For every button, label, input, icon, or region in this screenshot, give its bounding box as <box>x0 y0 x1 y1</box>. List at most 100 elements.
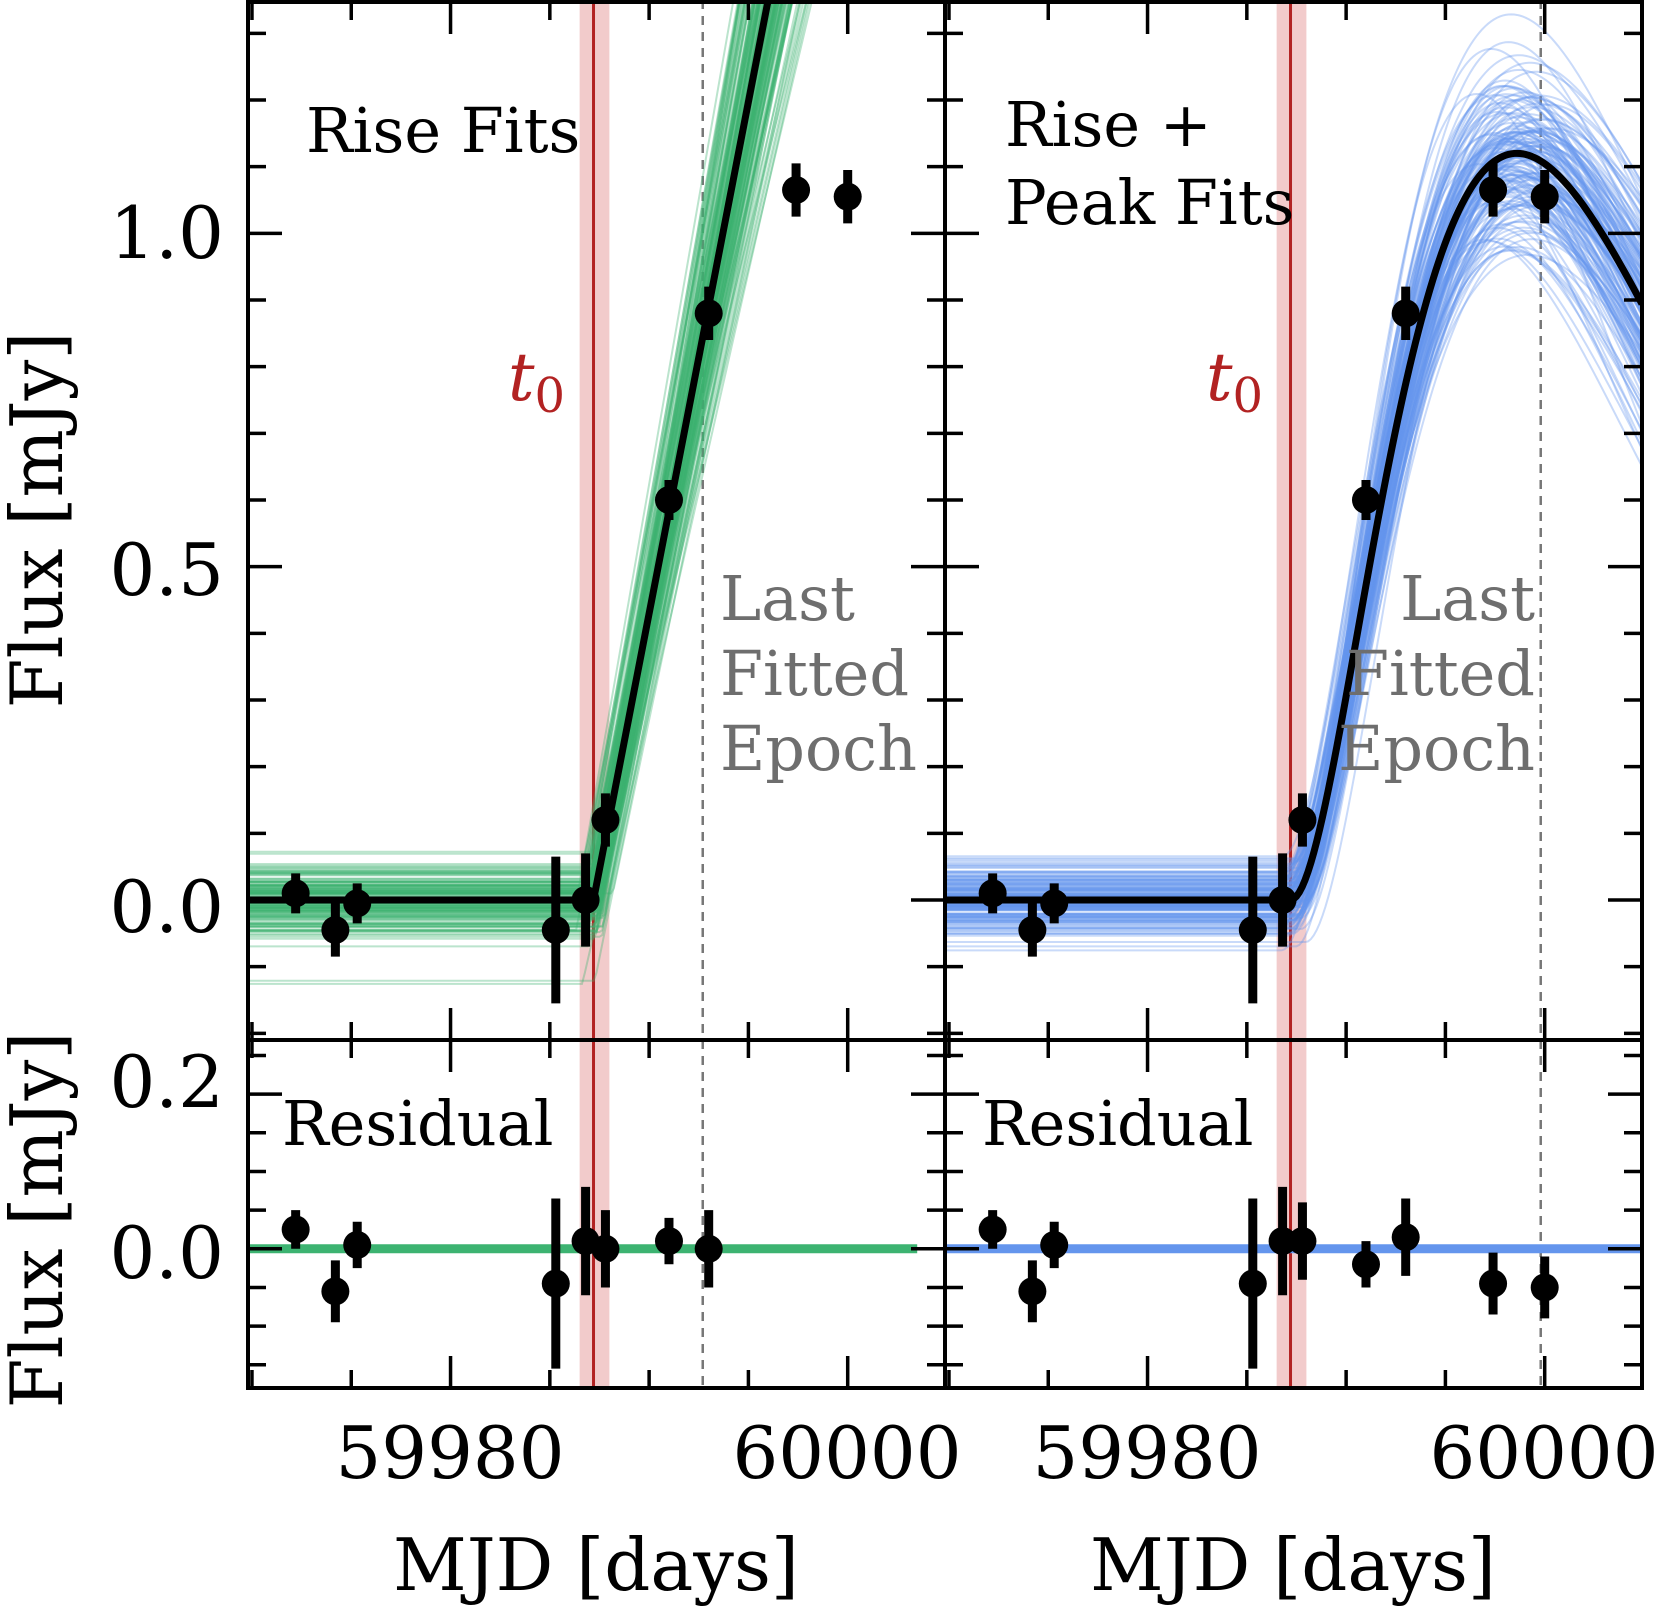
fit-sample-curve <box>248 0 749 867</box>
fit-sample-curve <box>248 0 783 890</box>
data-point <box>571 886 600 914</box>
fit-sample-curve <box>248 0 752 883</box>
data-point <box>591 806 620 834</box>
fit-sample-curve <box>945 178 1642 866</box>
left-x-tick-label-59980: 59980 <box>335 1411 564 1495</box>
fit-sample-curve <box>945 142 1642 882</box>
fit-sample-curve <box>945 111 1642 924</box>
data-point <box>1530 182 1559 211</box>
fit-sample-curve <box>945 118 1642 867</box>
data-point <box>1018 916 1047 944</box>
data-point <box>978 879 1007 908</box>
fit-sample-curve <box>945 85 1642 881</box>
fit-sample-curve <box>945 137 1642 892</box>
residual-point <box>281 1215 310 1244</box>
fit-sample-curve <box>945 131 1642 884</box>
fit-sample-curve <box>945 207 1642 933</box>
last-fitted-epoch-line1-right: Last <box>1400 562 1535 635</box>
fit-sample-curve <box>945 137 1642 880</box>
fit-sample-curve <box>945 98 1642 892</box>
fit-sample-curve <box>945 168 1642 918</box>
bottom-y-tick-label-0.0: 0.0 <box>109 1211 224 1295</box>
fit-sample-curve <box>945 200 1642 890</box>
residual-point <box>1479 1269 1508 1298</box>
fit-sample-curve <box>945 140 1642 890</box>
fit-sample-curve <box>945 220 1642 935</box>
fit-sample-curve <box>945 162 1642 874</box>
fit-sample-curve <box>945 173 1642 930</box>
fit-sample-curve <box>945 140 1642 891</box>
fit-sample-curve <box>248 0 810 985</box>
fit-sample-curve <box>945 165 1642 920</box>
fit-sample-curve <box>945 229 1642 930</box>
fit-sample-curve <box>945 79 1642 873</box>
fit-sample-curve <box>248 0 767 884</box>
residual-point <box>1040 1230 1069 1259</box>
data-point <box>1238 916 1267 944</box>
fit-sample-curve <box>945 137 1642 932</box>
bottom-panel-rise <box>248 1040 918 1388</box>
right-x-tick-label-59980: 59980 <box>1032 1411 1261 1495</box>
fit-sample-curve <box>248 0 784 926</box>
fit-sample-curve <box>248 0 752 889</box>
last-fitted-epoch-line3-left: Epoch <box>720 712 917 785</box>
residual-point <box>1238 1269 1267 1298</box>
fit-sample-curve <box>945 205 1642 918</box>
fit-sample-curve <box>248 0 740 874</box>
t0-label-left: t0 <box>508 339 565 424</box>
fit-sample-curve <box>945 127 1642 944</box>
fit-sample-curve <box>945 200 1642 929</box>
fit-sample-curve <box>945 68 1642 878</box>
fit-sample-curve <box>248 0 767 929</box>
fit-sample-curve <box>945 102 1642 874</box>
fit-sample-curve <box>945 132 1642 892</box>
fit-sample-curve <box>945 130 1642 890</box>
fit-sample-curve <box>248 0 791 938</box>
last-fitted-epoch-line3-right: Epoch <box>1338 712 1535 785</box>
fit-sample-curve <box>248 0 792 940</box>
fit-sample-curve <box>945 248 1642 937</box>
fit-sample-curve <box>248 0 774 935</box>
fit-sample-curve <box>945 196 1642 886</box>
plot-area <box>246 0 1644 1390</box>
residual-point <box>694 1234 723 1263</box>
residual-label-left: Residual <box>282 1087 553 1160</box>
fit-sample-curve <box>945 157 1642 879</box>
last-fitted-epoch-line2-right: Fitted <box>1346 637 1535 710</box>
top-y-tick-label-1.0: 1.0 <box>109 191 224 275</box>
fit-sample-curve <box>945 203 1642 921</box>
fit-sample-curve <box>945 140 1642 865</box>
residual-point <box>978 1215 1007 1244</box>
fit-sample-curve <box>248 0 760 868</box>
bottom-y-tick-label-0.2: 0.2 <box>109 1040 224 1124</box>
top-y-axis-title: Flux [mJy] <box>0 332 79 709</box>
data-point <box>1479 176 1508 204</box>
fit-sample-curve <box>945 99 1642 919</box>
fit-sample-curve <box>945 171 1642 922</box>
residual-point <box>591 1234 620 1263</box>
fit-sample-curve <box>248 0 751 893</box>
fit-sample-curve <box>945 96 1642 889</box>
fit-sample-curve <box>248 0 764 918</box>
data-point <box>654 486 683 514</box>
fit-sample-curve <box>945 140 1642 891</box>
fit-sample-curve <box>945 172 1642 922</box>
fit-sample-curve <box>945 162 1642 881</box>
fit-sample-curve <box>945 87 1642 877</box>
data-point <box>1268 886 1297 914</box>
fit-sample-curve <box>248 0 772 931</box>
top-panel-rise <box>248 0 862 1040</box>
fit-sample-curve <box>945 94 1642 881</box>
residual-point <box>1018 1277 1047 1306</box>
fit-sample-curve <box>248 0 757 928</box>
residual-point <box>1268 1227 1297 1256</box>
residual-point <box>1288 1227 1317 1256</box>
fit-sample-curve <box>945 173 1642 867</box>
fit-sample-curve <box>945 127 1642 889</box>
fit-sample-curve <box>248 0 778 932</box>
bottom-y-axis-title: Flux [mJy] <box>0 1032 79 1409</box>
left-x-axis-title: MJD [days] <box>393 1523 799 1606</box>
residual-point <box>1530 1273 1559 1302</box>
last-fitted-epoch-line1-left: Last <box>720 562 855 635</box>
fit-sample-curve <box>248 0 741 888</box>
